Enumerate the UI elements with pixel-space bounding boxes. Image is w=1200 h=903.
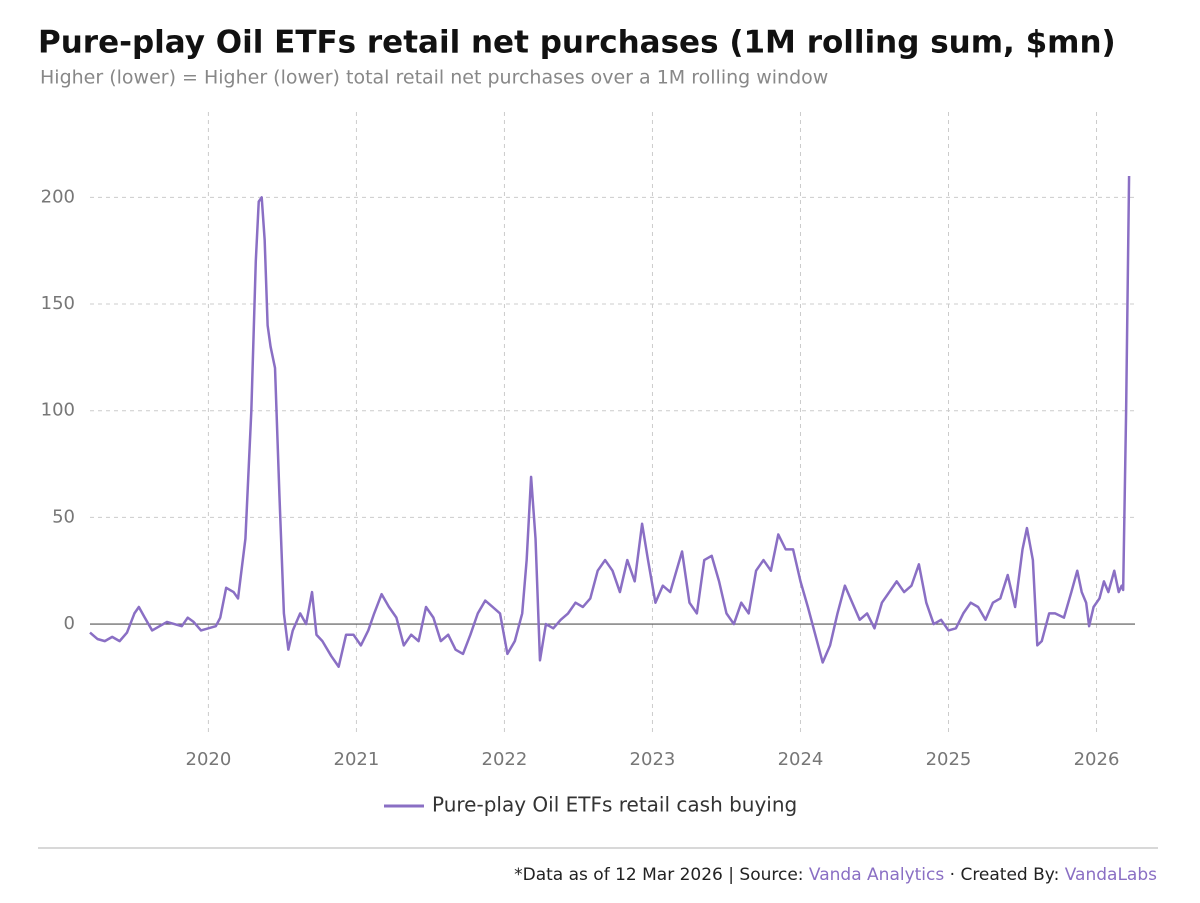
y-tick-label: 50 xyxy=(52,506,75,527)
source: Vanda Analytics xyxy=(809,865,944,885)
y-tick-label: 200 xyxy=(41,186,75,207)
line xyxy=(89,175,1131,668)
x-tick-label: 2023 xyxy=(630,749,676,770)
x-tick-label: 2020 xyxy=(186,749,232,770)
legend-label: Pure-play Oil ETFs retail cash buying xyxy=(432,793,797,817)
y-tick-label: 150 xyxy=(41,293,75,314)
footer: *Data as of 12 Mar 2026 | Source: Vanda … xyxy=(514,865,1157,885)
credit: VandaLabs xyxy=(1065,865,1157,885)
chart-subtitle: Higher (lower) = Higher (lower) total re… xyxy=(40,67,828,89)
footnote: *Data as of 12 Mar 2026 | Source: xyxy=(514,865,803,885)
x-tick-label: 2021 xyxy=(334,749,380,770)
credit-label: · Created By: xyxy=(950,865,1060,885)
chart-title: Pure-play Oil ETFs retail net purchases … xyxy=(38,25,1116,61)
x-tick-label: 2022 xyxy=(482,749,528,770)
x-tick-label: 2025 xyxy=(926,749,972,770)
y-tick-label: 100 xyxy=(41,400,75,421)
x-tick-label: 2026 xyxy=(1074,749,1120,770)
x-tick-label: 2024 xyxy=(778,749,824,770)
y-tick-label: 0 xyxy=(64,613,75,634)
